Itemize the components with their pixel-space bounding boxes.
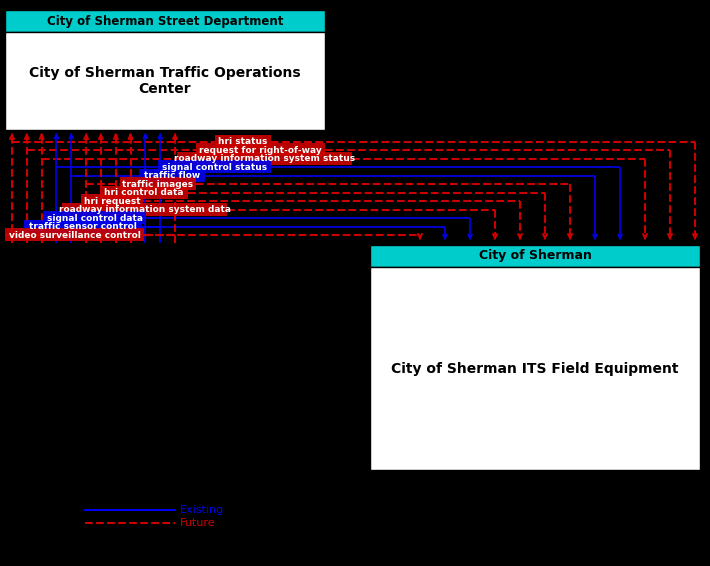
Bar <box>215 135 271 148</box>
Text: hri control data: hri control data <box>104 188 184 197</box>
Bar <box>82 194 143 207</box>
Bar <box>5 228 144 241</box>
Bar <box>5 10 325 32</box>
Text: traffic flow: traffic flow <box>143 171 200 181</box>
Text: City of Sherman Street Department: City of Sherman Street Department <box>47 15 283 28</box>
Bar <box>177 152 352 165</box>
Text: roadway information system data: roadway information system data <box>59 205 231 214</box>
Text: Existing: Existing <box>180 505 224 515</box>
Text: City of Sherman Traffic Operations
Center: City of Sherman Traffic Operations Cente… <box>29 66 301 96</box>
Text: signal control status: signal control status <box>162 163 267 172</box>
Bar <box>119 177 197 190</box>
Text: request for right-of-way: request for right-of-way <box>199 146 322 155</box>
Bar <box>196 143 324 156</box>
Bar <box>100 186 187 199</box>
Text: City of Sherman: City of Sherman <box>479 250 591 263</box>
Bar <box>5 32 325 130</box>
Bar <box>62 203 227 216</box>
Text: hri request: hri request <box>84 196 141 205</box>
Text: roadway information system status: roadway information system status <box>174 155 355 164</box>
Text: traffic images: traffic images <box>122 180 194 189</box>
Text: traffic sensor control: traffic sensor control <box>29 222 137 231</box>
Bar <box>370 267 700 470</box>
Text: video surveillance control: video surveillance control <box>9 230 141 239</box>
Text: hri status: hri status <box>218 138 268 147</box>
Bar <box>138 169 205 182</box>
Text: City of Sherman ITS Field Equipment: City of Sherman ITS Field Equipment <box>391 362 679 375</box>
Text: signal control data: signal control data <box>47 213 143 222</box>
Bar <box>370 245 700 267</box>
Text: Future: Future <box>180 518 216 528</box>
Bar <box>24 220 143 233</box>
Bar <box>43 211 146 224</box>
Bar <box>158 160 271 173</box>
